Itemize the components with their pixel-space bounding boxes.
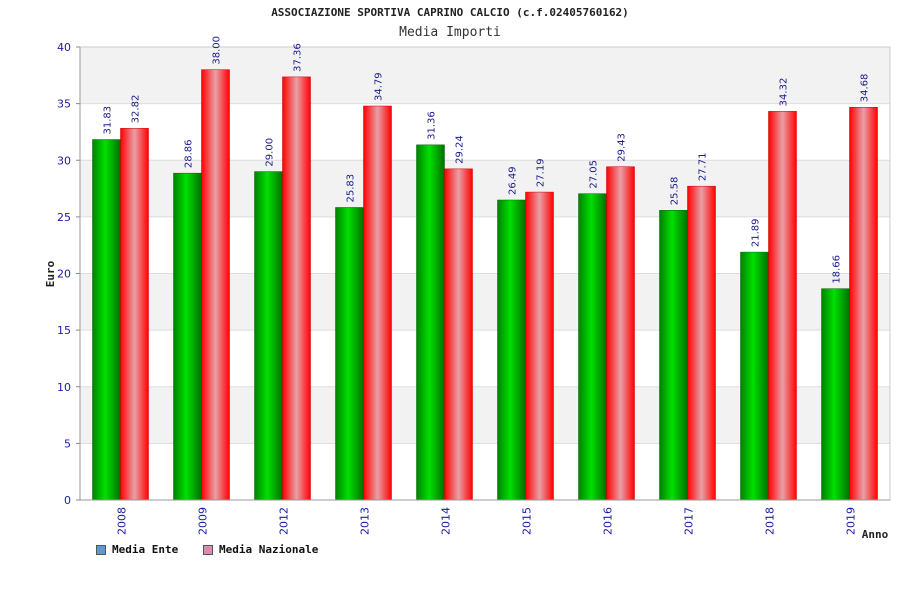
y-tick-label: 15: [57, 324, 71, 337]
data-label-ente-2017: 25.58: [670, 177, 681, 206]
data-label-nazionale-2017: 27.71: [698, 153, 709, 182]
bar-ente-2013: [335, 207, 364, 501]
data-label-nazionale-2012: 37.36: [293, 43, 304, 72]
bar-nazionale-2008: [120, 128, 149, 501]
x-tick-label-2009: 2009: [197, 507, 210, 535]
x-tick-label-2016: 2016: [602, 507, 615, 535]
x-tick-label-2008: 2008: [116, 507, 129, 535]
y-tick-label: 0: [64, 494, 71, 507]
x-tick-label-2017: 2017: [683, 507, 696, 535]
bar-ente-2018: [740, 251, 769, 501]
data-label-ente-2008: 31.83: [103, 106, 114, 135]
bar-nazionale-2014: [444, 168, 473, 501]
data-label-ente-2012: 29.00: [265, 138, 276, 167]
data-label-ente-2009: 28.86: [184, 140, 195, 169]
bars: 31.83 32.82 28.86 38.00 29.00 37.36 25.83 34.79…: [92, 36, 878, 501]
data-label-nazionale-2008: 32.82: [131, 95, 142, 124]
data-label-nazionale-2016: 29.43: [617, 133, 628, 162]
data-label-ente-2015: 26.49: [508, 166, 519, 195]
bar-ente-2008: [92, 139, 121, 501]
data-label-nazionale-2018: 34.32: [779, 78, 790, 107]
bar-nazionale-2016: [606, 166, 635, 501]
y-axis-label: Euro: [44, 260, 57, 287]
bar-ente-2017: [659, 210, 688, 501]
x-tick-label-2015: 2015: [521, 507, 534, 535]
bar-nazionale-2015: [525, 191, 554, 501]
data-label-nazionale-2013: 34.79: [374, 72, 385, 101]
x-axis: 2008 2009 2012 2013 2014 2015 2016 2017 2018 2019: [80, 499, 890, 535]
legend-item-ente: Media Ente: [96, 543, 178, 556]
data-label-ente-2013: 25.83: [346, 174, 357, 203]
chart-subtitle: Media Importi: [399, 25, 501, 40]
x-tick-label-2013: 2013: [359, 507, 372, 535]
data-label-nazionale-2015: 27.19: [536, 158, 547, 187]
y-tick-label: 40: [57, 41, 71, 54]
legend-item-nazionale: Media Nazionale: [203, 543, 318, 556]
legend-label-ente: Media Ente: [112, 543, 179, 556]
legend-swatch-ente: [96, 544, 106, 555]
y-tick-label: 5: [64, 437, 71, 450]
bar-nazionale-2009: [201, 69, 230, 501]
bar-ente-2019: [821, 288, 850, 501]
y-tick-label: 10: [57, 381, 71, 394]
x-tick-label-2019: 2019: [845, 507, 858, 535]
bar-nazionale-2013: [363, 105, 392, 501]
data-label-nazionale-2009: 38.00: [212, 36, 223, 65]
bar-nazionale-2019: [849, 106, 878, 501]
data-label-ente-2014: 31.36: [427, 111, 438, 140]
legend-label-nazionale: Media Nazionale: [219, 543, 319, 556]
data-label-ente-2018: 21.89: [751, 218, 762, 247]
bar-ente-2012: [254, 171, 283, 501]
bar-ente-2016: [578, 193, 607, 501]
x-tick-label-2018: 2018: [764, 507, 777, 535]
chart-title: ASSOCIAZIONE SPORTIVA CAPRINO CALCIO (c.…: [271, 6, 629, 19]
x-tick-label-2012: 2012: [278, 507, 291, 535]
data-label-ente-2019: 18.66: [832, 255, 843, 284]
y-tick-label: 20: [57, 268, 71, 281]
bar-ente-2015: [497, 199, 526, 501]
x-axis-label: Anno: [862, 528, 889, 541]
data-label-ente-2016: 27.05: [589, 160, 600, 189]
y-axis: 0 5 10 15 20 25 30 35 40: [57, 41, 81, 507]
y-tick-label: 30: [57, 154, 71, 167]
bar-ente-2009: [173, 172, 202, 501]
y-tick-label: 25: [57, 211, 71, 224]
legend-swatch-nazionale: [203, 544, 213, 555]
data-label-nazionale-2019: 34.68: [860, 74, 871, 103]
bar-ente-2014: [416, 144, 445, 501]
data-label-nazionale-2014: 29.24: [455, 135, 466, 164]
y-tick-label: 35: [57, 98, 71, 111]
bar-nazionale-2012: [282, 76, 311, 501]
bar-nazionale-2017: [687, 185, 716, 501]
bar-nazionale-2018: [768, 111, 797, 501]
x-tick-label-2014: 2014: [440, 507, 453, 535]
